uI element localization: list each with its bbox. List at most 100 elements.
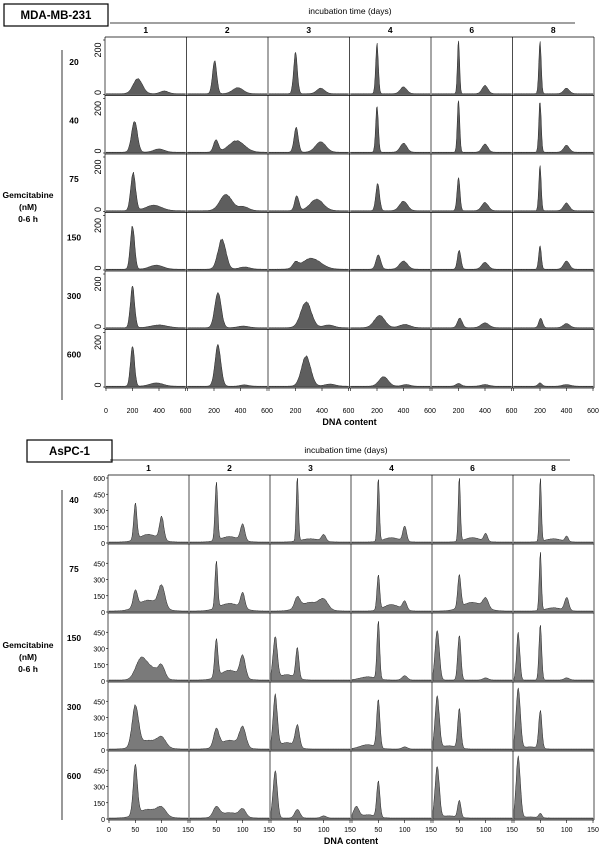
x-tick-label: 100 [318,827,330,834]
histogram-area [270,769,351,820]
y-tick-label: 150 [93,594,105,601]
histogram-area [351,574,432,613]
treatment-label: Gemcitabine [2,640,53,650]
histogram-area [268,195,349,212]
panel-title-box [3,3,109,27]
histogram-area [513,478,594,544]
histogram-area [350,43,431,95]
y-tick-label: 150 [93,801,105,808]
y-tick-label: 0 [93,324,103,329]
column-label: 1 [143,25,148,35]
row-label: 300 [67,702,81,712]
panel-title: AsPC-1 [49,446,91,458]
histogram-area [431,40,512,95]
row-label: 600 [67,350,81,360]
x-tick-label: 150 [344,827,356,834]
histogram-area [268,51,349,95]
column-label: 3 [308,463,313,473]
y-tick-label: 600 [93,476,105,483]
x-tick-label: 400 [153,408,165,415]
y-tick-label: 0 [93,265,103,270]
y-tick-label: 0 [101,610,105,617]
x-tick-label: 600 [261,408,273,415]
y-tick-label: 0 [93,207,103,212]
histogram-area [270,693,351,751]
row-label: 75 [69,174,79,184]
x-tick-label: 150 [587,827,599,834]
row-label: 40 [69,495,79,505]
histogram-area [189,561,270,613]
x-tick-label: 600 [343,408,355,415]
y-tick-label: 0 [93,382,103,387]
histogram-area [268,126,349,154]
x-tick-label: 150 [182,827,194,834]
row-label: 20 [69,57,79,67]
histogram-area [108,703,189,751]
x-tick-label: 400 [316,408,328,415]
x-tick-label: 100 [480,827,492,834]
y-tick-label: 300 [93,578,105,585]
histogram-area [432,478,513,544]
histogram-area [105,171,186,212]
histogram-area [189,806,270,820]
histogram-area [350,105,431,154]
panel-title: MDA-MB-231 [21,10,93,22]
histogram-area [268,257,349,271]
histogram-area [105,285,186,329]
column-header: incubation time (days) [308,6,391,16]
histogram-area [270,636,351,682]
histogram-area [513,318,594,329]
y-tick-label: 200 [93,335,103,350]
histogram-area [105,78,186,95]
x-tick-label: 100 [237,827,249,834]
histogram-area [513,41,594,95]
histogram-area [270,596,351,613]
histogram-area [513,687,594,751]
treatment-label: (nM) [19,652,37,662]
x-tick-label: 50 [293,827,301,834]
histogram-area [513,244,594,271]
histogram-area [108,502,189,544]
histogram-area [108,656,189,682]
histogram-area [431,100,512,154]
y-tick-label: 0 [101,817,105,824]
histogram-area [431,383,512,388]
histogram-area [513,552,594,613]
y-tick-label: 450 [93,561,105,568]
treatment-label: 0-6 h [18,664,38,674]
x-tick-label: 200 [290,408,302,415]
histogram-area [432,694,513,751]
row-label: 600 [67,771,81,781]
histogram-area [350,376,431,388]
column-label: 3 [306,25,311,35]
histogram-area [268,355,349,388]
histogram-area [350,254,431,271]
histogram-area [432,629,513,682]
histogram-area [350,314,431,329]
row-label: 75 [69,564,79,574]
x-tick-label: 50 [212,827,220,834]
x-tick-label: 100 [561,827,573,834]
treatment-label: Gemcitabine [2,190,53,200]
y-tick-label: 150 [93,663,105,670]
y-tick-label: 200 [93,276,103,291]
y-tick-label: 450 [93,630,105,637]
histogram-area [431,177,512,212]
y-tick-label: 0 [93,148,103,153]
histogram-area [268,301,349,329]
column-label: 1 [146,463,151,473]
histogram-area [351,779,432,820]
histogram-area [189,482,270,544]
column-label: 6 [469,25,474,35]
x-tick-label: 50 [131,827,139,834]
histogram-area [187,139,268,154]
y-tick-label: 0 [101,679,105,686]
x-tick-label: 600 [506,408,518,415]
x-tick-label: 150 [425,827,437,834]
histogram-area [351,699,432,751]
x-tick-label: 150 [506,827,518,834]
y-tick-label: 300 [93,647,105,654]
histogram-area [351,479,432,544]
histogram-area [187,291,268,329]
